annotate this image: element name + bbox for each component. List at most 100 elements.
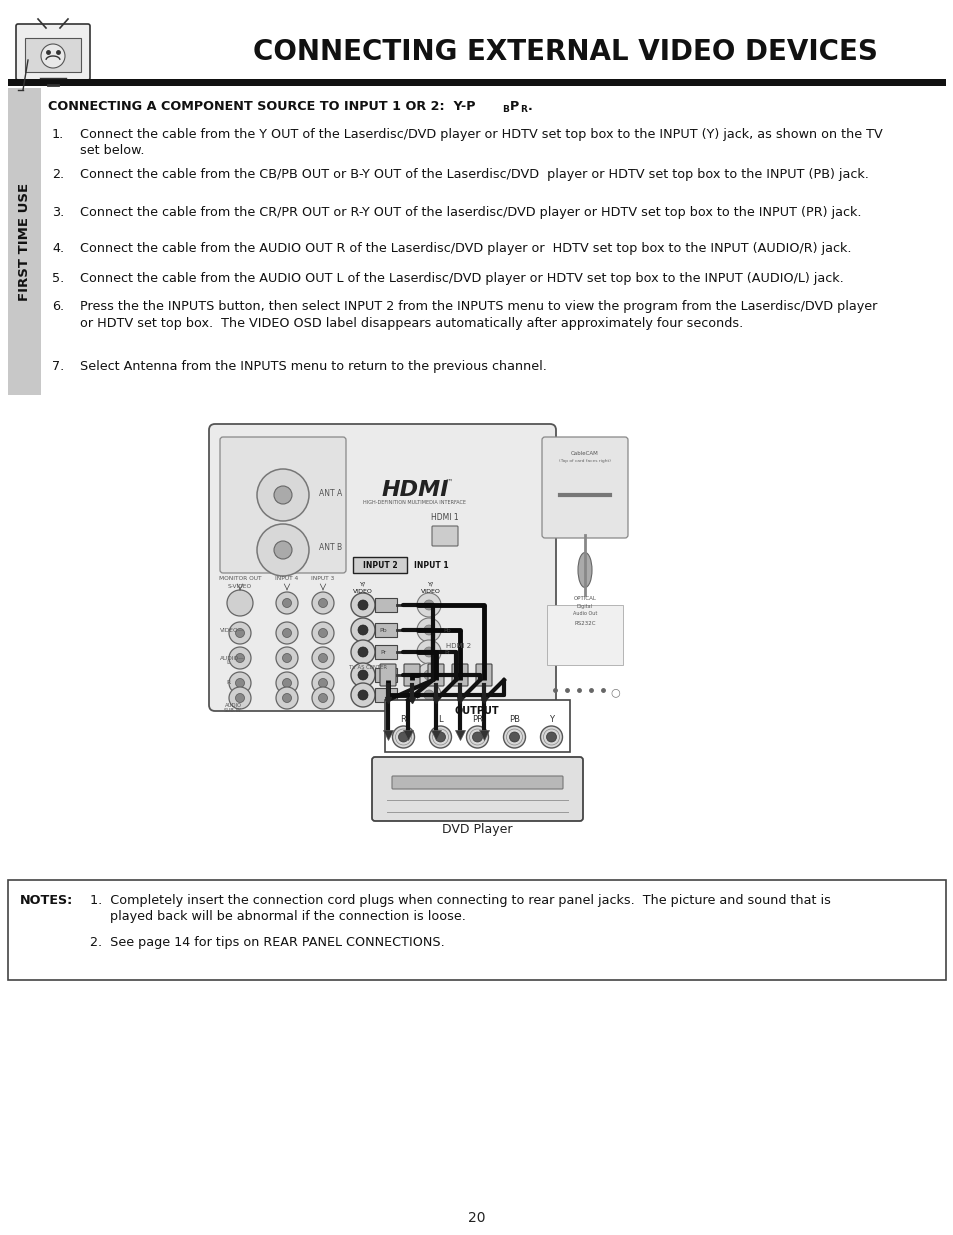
Text: RS232C: RS232C <box>574 621 595 626</box>
Bar <box>8 881 945 981</box>
Text: 3.: 3. <box>52 206 64 219</box>
Circle shape <box>229 647 251 669</box>
Text: 20: 20 <box>468 1212 485 1225</box>
Circle shape <box>423 690 434 700</box>
Text: 1.  Completely insert the connection cord plugs when connecting to rear panel ja: 1. Completely insert the connection cord… <box>90 894 830 906</box>
Circle shape <box>229 687 251 709</box>
Circle shape <box>312 622 334 643</box>
Circle shape <box>229 622 251 643</box>
Text: played back will be abnormal if the connection is loose.: played back will be abnormal if the conn… <box>90 910 465 923</box>
Text: AUDIO—: AUDIO— <box>220 656 245 661</box>
Text: Press the the INPUTS button, then select INPUT 2 from the INPUTS menu to view th: Press the the INPUTS button, then select… <box>80 300 877 330</box>
Circle shape <box>392 726 414 748</box>
Bar <box>25 38 81 72</box>
Circle shape <box>235 678 244 688</box>
Text: OUTPUT: OUTPUT <box>455 706 498 716</box>
Circle shape <box>416 683 440 706</box>
Circle shape <box>312 592 334 614</box>
Text: DVD Player: DVD Player <box>441 824 512 836</box>
Circle shape <box>423 671 434 680</box>
Circle shape <box>357 671 368 680</box>
Circle shape <box>472 732 482 742</box>
Circle shape <box>398 732 408 742</box>
Circle shape <box>416 593 440 618</box>
Circle shape <box>416 663 440 687</box>
Circle shape <box>540 726 562 748</box>
Text: INPUT 4: INPUT 4 <box>275 576 298 580</box>
Circle shape <box>423 625 434 635</box>
Text: 2.  See page 14 for tips on REAR PANEL CONNECTIONS.: 2. See page 14 for tips on REAR PANEL CO… <box>90 936 444 948</box>
Circle shape <box>351 640 375 664</box>
Text: Digital: Digital <box>577 604 593 609</box>
Circle shape <box>318 599 327 608</box>
Circle shape <box>229 592 251 614</box>
Text: ○: ○ <box>610 687 619 697</box>
FancyBboxPatch shape <box>452 664 468 685</box>
Circle shape <box>435 732 445 742</box>
Text: Pr: Pr <box>379 650 386 655</box>
Circle shape <box>229 672 251 694</box>
Circle shape <box>351 683 375 706</box>
Text: P: P <box>510 100 518 112</box>
Circle shape <box>282 694 292 703</box>
Text: AUDIO
SUB.W: AUDIO SUB.W <box>224 703 242 714</box>
Text: INPUT 2: INPUT 2 <box>362 561 396 569</box>
Circle shape <box>227 590 253 616</box>
Text: HDMI: HDMI <box>381 480 448 500</box>
Text: S-VIDEO: S-VIDEO <box>228 584 252 589</box>
Circle shape <box>312 647 334 669</box>
Circle shape <box>235 629 244 637</box>
Circle shape <box>318 678 327 688</box>
Bar <box>8 79 945 86</box>
Text: B: B <box>501 105 508 114</box>
FancyBboxPatch shape <box>476 664 492 685</box>
Circle shape <box>275 622 297 643</box>
Text: 7.: 7. <box>52 359 64 373</box>
Text: ANT B: ANT B <box>318 543 342 552</box>
FancyBboxPatch shape <box>392 776 562 789</box>
Text: L: L <box>437 715 442 725</box>
Text: .: . <box>527 100 532 112</box>
Circle shape <box>41 44 65 68</box>
Text: HDMI 2: HDMI 2 <box>446 643 471 650</box>
Circle shape <box>416 640 440 664</box>
Text: Connect the cable from the AUDIO OUT R of the Laserdisc/DVD player or  HDTV set : Connect the cable from the AUDIO OUT R o… <box>80 242 851 254</box>
Text: HDMI 1: HDMI 1 <box>431 513 458 522</box>
Circle shape <box>357 600 368 610</box>
Text: Y/: Y/ <box>359 580 366 585</box>
Text: Pb: Pb <box>443 627 451 632</box>
Bar <box>385 700 569 752</box>
Text: (Top of card faces right): (Top of card faces right) <box>558 459 610 463</box>
Circle shape <box>429 726 451 748</box>
Circle shape <box>466 726 488 748</box>
Circle shape <box>235 653 244 662</box>
Text: Connect the cable from the Y OUT of the Laserdisc/DVD player or HDTV set top box: Connect the cable from the Y OUT of the … <box>80 128 882 158</box>
Text: TV AS CENTER: TV AS CENTER <box>349 664 387 671</box>
Text: ANT A: ANT A <box>318 489 342 498</box>
Circle shape <box>503 726 525 748</box>
Circle shape <box>318 694 327 703</box>
FancyBboxPatch shape <box>375 598 396 613</box>
Circle shape <box>509 732 519 742</box>
FancyBboxPatch shape <box>375 622 396 637</box>
Text: 4.: 4. <box>52 242 64 254</box>
Circle shape <box>351 663 375 687</box>
FancyBboxPatch shape <box>372 757 582 821</box>
Bar <box>353 557 407 573</box>
Text: INPUT 3: INPUT 3 <box>311 576 335 580</box>
Circle shape <box>256 469 309 521</box>
Circle shape <box>235 694 244 703</box>
Text: HIGH-DEFINITION MULTIMEDIA INTERFACE: HIGH-DEFINITION MULTIMEDIA INTERFACE <box>363 500 466 505</box>
Text: ™: ™ <box>444 478 453 487</box>
Text: R: R <box>519 105 526 114</box>
Text: R: R <box>226 680 230 685</box>
Circle shape <box>274 487 292 504</box>
Text: Audio Out: Audio Out <box>572 611 597 616</box>
Circle shape <box>312 672 334 694</box>
Circle shape <box>282 653 292 662</box>
Text: CableCAM: CableCAM <box>571 451 598 456</box>
Circle shape <box>275 592 297 614</box>
Circle shape <box>275 647 297 669</box>
Circle shape <box>256 524 309 576</box>
Text: L: L <box>226 659 229 664</box>
